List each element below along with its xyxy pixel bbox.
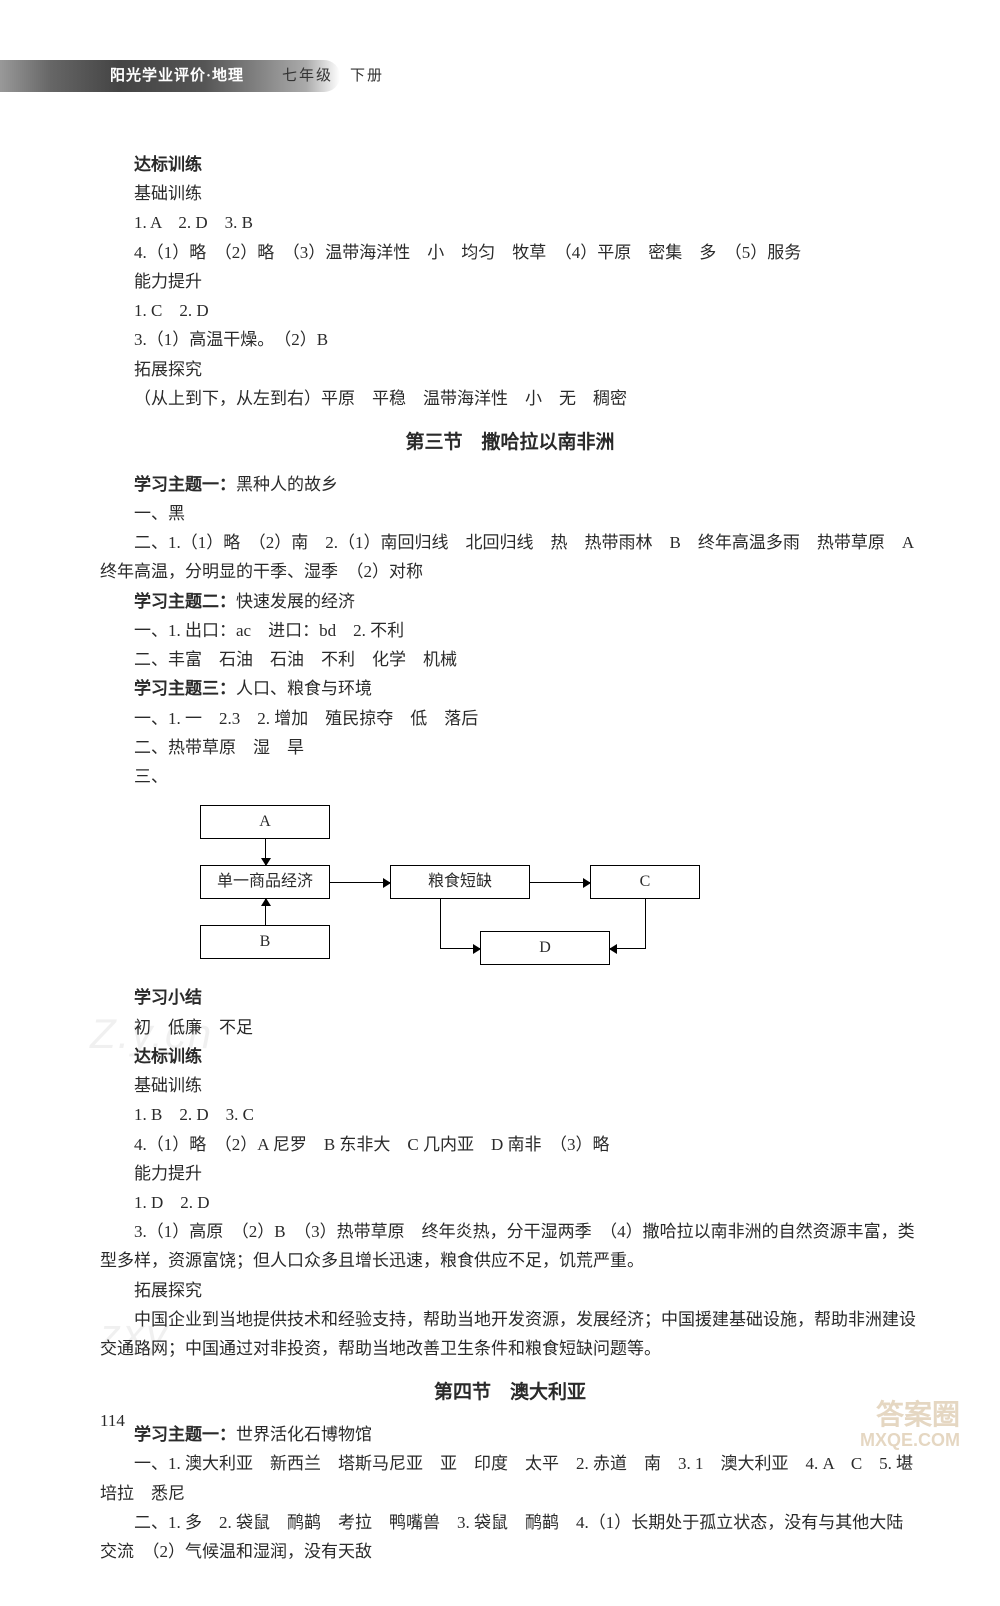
- topic3-label: 学习主题三：: [134, 679, 236, 698]
- header-title: 阳光学业评价·地理: [110, 64, 244, 85]
- section3-title: 第三节 撒哈拉以南非洲: [100, 427, 920, 460]
- ans-line: 一、1. 出口：ac 进口：bd 2. 不利: [100, 616, 920, 645]
- ans-line: 1. D 2. D: [100, 1188, 920, 1217]
- h-tuozhan: 拓展探究: [100, 355, 920, 384]
- box-d: D: [480, 931, 610, 965]
- h-xxxj: 学习小结: [100, 983, 920, 1012]
- ans-line: 1. B 2. D 3. C: [100, 1100, 920, 1129]
- ans-line: 二、丰富 石油 石油 不利 化学 机械: [100, 645, 920, 674]
- wm-br2: MXQE.COM: [860, 1431, 960, 1451]
- ans-line: 3.（1）高温干燥。 （2）B: [100, 325, 920, 354]
- topic2: 学习主题二：快速发展的经济: [100, 587, 920, 616]
- section4-title: 第四节 澳大利亚: [100, 1377, 920, 1410]
- ans-line: 4.（1）略 （2）A 尼罗 B 东非大 C 几内亚 D 南非 （3）略: [100, 1130, 920, 1159]
- topic1-label: 学习主题一：: [134, 475, 236, 494]
- ans-line: 4.（1）略 （2）略 （3）温带海洋性 小 均匀 牧草 （4）平原 密集 多 …: [100, 238, 920, 267]
- ans-line: 初 低廉 不足: [100, 1013, 920, 1042]
- ans-line: 一、黑: [100, 499, 920, 528]
- ans-line: 一、1. 一 2.3 2. 增加 殖民掠夺 低 落后: [100, 704, 920, 733]
- box-b: B: [200, 925, 330, 959]
- topic4-1: 学习主题一：世界活化石博物馆: [100, 1420, 920, 1449]
- arrow-to-d-right: [610, 948, 646, 949]
- box-grain: 粮食短缺: [390, 865, 530, 899]
- ans-line: 一、1. 澳大利亚 新西兰 塔斯马尼亚 亚 印度 太平 2. 赤道 南 3. 1…: [100, 1449, 920, 1507]
- conn-c-down: [645, 899, 646, 948]
- ans-line: 二、1. 多 2. 袋鼠 鸸鹋 考拉 鸭嘴兽 3. 袋鼠 鸸鹋 4.（1）长期处…: [100, 1508, 920, 1566]
- h-nengli2: 能力提升: [100, 1159, 920, 1188]
- h-tuozhan2: 拓展探究: [100, 1276, 920, 1305]
- topic3-text: 人口、粮食与环境: [236, 679, 372, 698]
- topic2-text: 快速发展的经济: [236, 592, 355, 611]
- ans-line: 1. A 2. D 3. B: [100, 208, 920, 237]
- h-nengli: 能力提升: [100, 267, 920, 296]
- topic41-text: 世界活化石博物馆: [236, 1425, 372, 1444]
- page-number: 114: [100, 1411, 125, 1431]
- arrow-mid-grain: [330, 882, 390, 883]
- content: 达标训练 基础训练 1. A 2. D 3. B 4.（1）略 （2）略 （3）…: [100, 150, 920, 1566]
- conn-grain-down: [440, 899, 441, 948]
- topic2-label: 学习主题二：: [134, 592, 236, 611]
- box-mid: 单一商品经济: [200, 865, 330, 899]
- h-jichu: 基础训练: [100, 179, 920, 208]
- arrow-to-d-left: [440, 948, 480, 949]
- ans-line: 二、热带草原 湿 旱: [100, 733, 920, 762]
- watermark-brand: 答案圈 MXQE.COM: [860, 1400, 960, 1451]
- flow-diagram: A 单一商品经济 B 粮食短缺 C D: [180, 797, 740, 977]
- page-header: 阳光学业评价·地理 七年级 下册: [100, 60, 920, 110]
- ans-line: 二、1.（1）略 （2）南 2.（1）南回归线 北回归线 热 热带雨林 B 终年…: [100, 528, 920, 586]
- ans-line: 三、: [100, 762, 920, 791]
- ans-line: 中国企业到当地提供技术和经验支持，帮助当地开发资源，发展经济；中国援建基础设施，…: [100, 1305, 920, 1363]
- ans-line: 1. C 2. D: [100, 296, 920, 325]
- arrow-grain-c: [530, 882, 590, 883]
- ans-line: （从上到下，从左到右）平原 平稳 温带海洋性 小 无 稠密: [100, 384, 920, 413]
- header-sub: 七年级 下册: [282, 64, 384, 85]
- h-dabiao2: 达标训练: [100, 1042, 920, 1071]
- arrow-a-mid: [265, 839, 266, 865]
- topic3: 学习主题三：人口、粮食与环境: [100, 674, 920, 703]
- h-dabiao: 达标训练: [100, 150, 920, 179]
- topic1: 学习主题一：黑种人的故乡: [100, 470, 920, 499]
- wm-br1: 答案圈: [860, 1400, 960, 1431]
- topic1-text: 黑种人的故乡: [236, 475, 338, 494]
- box-a: A: [200, 805, 330, 839]
- arrow-b-mid: [265, 899, 266, 925]
- h-jichu2: 基础训练: [100, 1071, 920, 1100]
- topic41-label: 学习主题一：: [134, 1425, 236, 1444]
- box-c: C: [590, 865, 700, 899]
- ans-line: 3.（1）高原 （2）B （3）热带草原 终年炎热，分干湿两季 （4）撒哈拉以南…: [100, 1217, 920, 1275]
